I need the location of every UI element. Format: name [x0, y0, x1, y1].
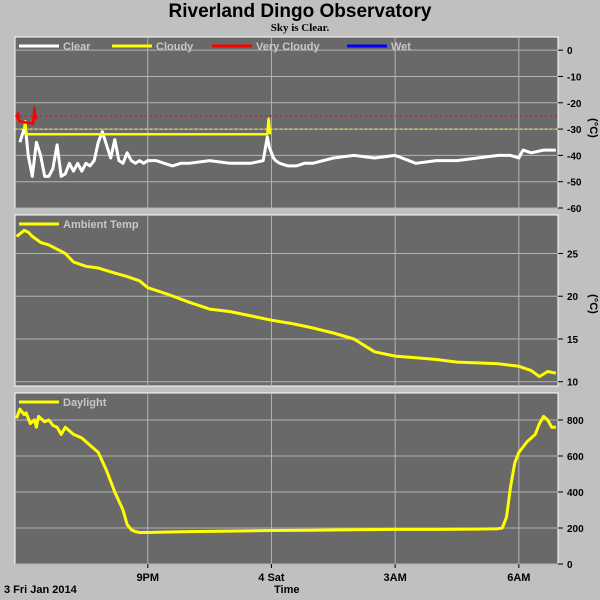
- sky-ytick-label-1: -10: [567, 72, 582, 83]
- x-tick-label-3: 6AM: [507, 572, 530, 584]
- ambient-legend: Ambient Temp: [19, 219, 139, 231]
- ambient-ytick-label-3: 10: [567, 378, 579, 389]
- ambient-y-ticks: 25 20 15 10: [558, 249, 579, 389]
- daylight-series: [15, 407, 556, 534]
- sky-thresholds: [15, 115, 558, 130]
- ambient-y-axis-label: (°C): [587, 294, 599, 314]
- daylight-ytick-label-1: 600: [567, 452, 584, 463]
- sky-series: [15, 106, 556, 178]
- x-tick-label-2: 3AM: [384, 572, 407, 584]
- ambient-grid: [15, 215, 558, 386]
- daylight-plot-area: [14, 392, 559, 565]
- ambient-ytick-label-1: 20: [567, 292, 579, 303]
- sky-legend: Clear Cloudy Very Cloudy Wet: [19, 41, 411, 53]
- sky-plot-area: [14, 36, 559, 209]
- daylight-series-0: [15, 407, 556, 534]
- sky-y-ticks: 0 -10 -20 -30 -40 -50 -60: [558, 46, 582, 215]
- sky-grid: [15, 37, 558, 209]
- x-tick-label-1: 4 Sat: [258, 572, 285, 584]
- sky-series-2: [15, 106, 39, 126]
- ambient-plot-area: [14, 214, 559, 387]
- daylight-legend: Daylight: [19, 397, 107, 409]
- daylight-legend-label-0: Daylight: [63, 397, 107, 409]
- page-title: Riverland Dingo Observatory: [168, 1, 432, 22]
- sky-temperature-panel: 0 -10 -20 -30 -40 -50 -60 Clear Cloudy Very Clou…: [14, 36, 599, 215]
- ambient-legend-label-0: Ambient Temp: [63, 219, 139, 231]
- ambient-series-0: [15, 228, 557, 379]
- x-axis-title: Time: [274, 584, 300, 596]
- x-tick-label-0: 9PM: [136, 572, 159, 584]
- daylight-ytick-label-2: 400: [567, 488, 584, 499]
- sky-y-axis-label: (°C): [587, 118, 599, 138]
- ambient-ytick-label-0: 25: [567, 249, 579, 260]
- sky-legend-label-1: Cloudy: [156, 41, 194, 53]
- sky-legend-label-3: Wet: [391, 41, 411, 53]
- sky-series-0: [18, 127, 556, 178]
- sky-ytick-label-4: -40: [567, 151, 582, 162]
- daylight-y-ticks: 800 600 400 200 0: [558, 416, 584, 571]
- daylight-ytick-label-0: 800: [567, 416, 584, 427]
- daylight-panel: 800 600 400 200 0 Daylight 9PM 4 Sat 3AM 6AM: [14, 392, 584, 584]
- sky-ytick-label-2: -20: [567, 99, 582, 110]
- date-label: 3 Fri Jan 2014: [4, 584, 77, 596]
- ambient-series: [15, 228, 557, 379]
- sky-legend-label-2: Very Cloudy: [256, 41, 320, 53]
- ambient-ytick-label-2: 15: [567, 335, 579, 346]
- sky-ytick-label-0: 0: [567, 46, 573, 57]
- sky-ytick-label-3: -30: [567, 125, 582, 136]
- sky-status-subtitle: Sky is Clear.: [270, 22, 330, 34]
- sky-ytick-label-5: -50: [567, 178, 582, 189]
- daylight-ytick-label-4: 0: [567, 560, 573, 571]
- x-axis-ticks: 9PM 4 Sat 3AM 6AM: [136, 564, 530, 584]
- sky-legend-label-0: Clear: [63, 41, 91, 53]
- sky-ytick-label-6: -60: [567, 204, 582, 215]
- daylight-ytick-label-3: 200: [567, 524, 584, 535]
- ambient-temperature-panel: 25 20 15 10 Ambient Temp (°C): [14, 214, 599, 389]
